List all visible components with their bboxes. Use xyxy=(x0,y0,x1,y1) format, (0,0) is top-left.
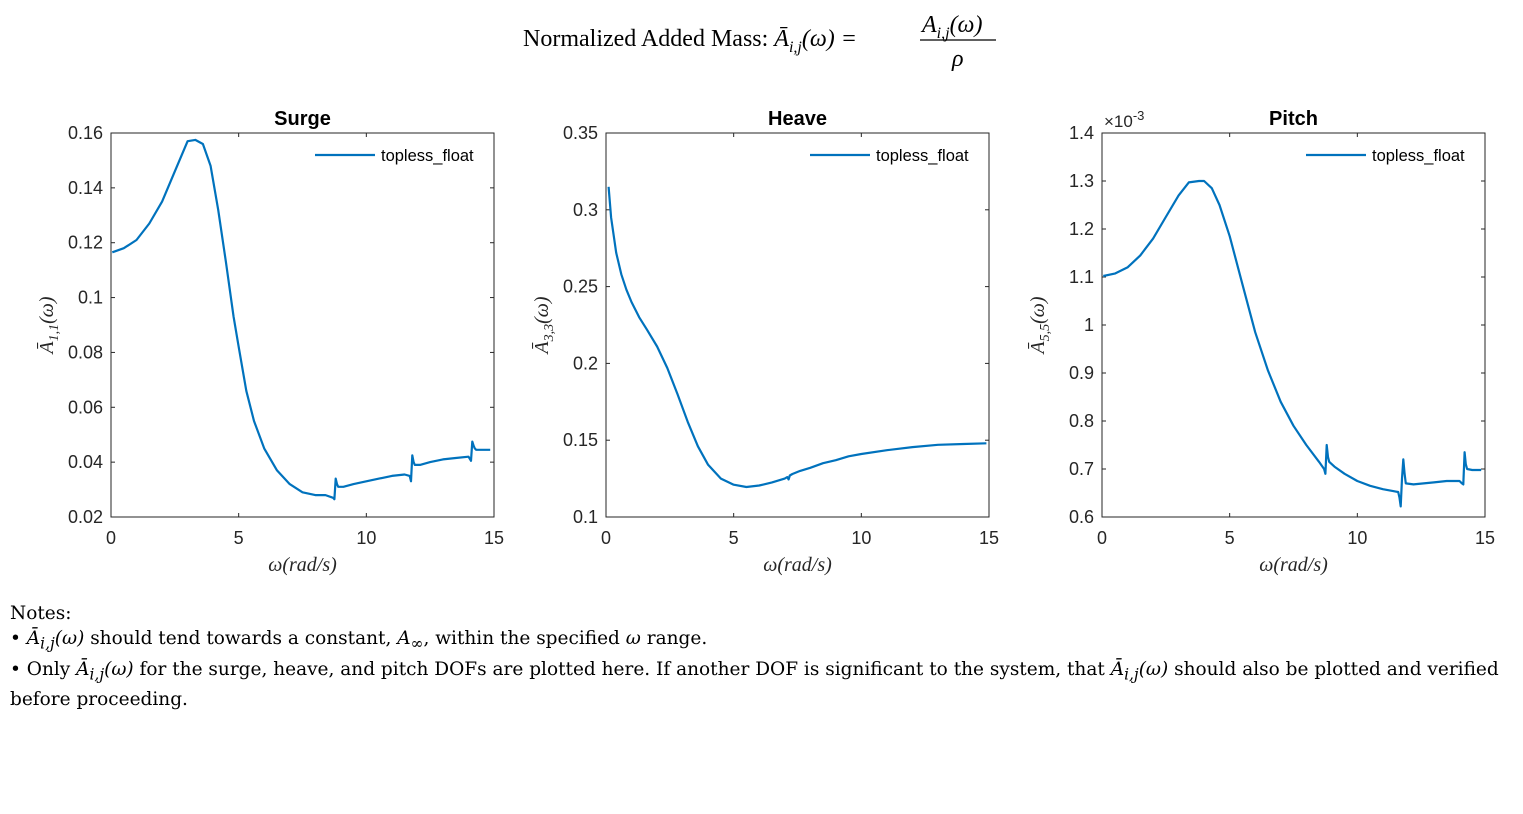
note-bullet-1: • Āi,j(ω) should tend towards a constant… xyxy=(10,628,708,653)
y-tick-label: 1 xyxy=(1084,315,1094,335)
figure-title-text: Normalized Added Mass: Āi,j(ω) = xyxy=(523,26,857,56)
x-tick-label: 15 xyxy=(484,528,504,548)
x-axis-label: ω(rad/s) xyxy=(268,554,337,576)
series-line-topless_float xyxy=(111,138,491,501)
x-tick-label: 10 xyxy=(356,528,376,548)
legend-label: topless_float xyxy=(876,147,969,165)
note-bullet-2: • Only Āi,j(ω) for the surge, heave, and… xyxy=(10,658,1499,711)
y-tick-label: 0.08 xyxy=(68,342,103,362)
notes: Notes: • Āi,j(ω) should tend towards a c… xyxy=(10,601,1500,712)
y-tick-label: 0.16 xyxy=(68,123,103,143)
y-tick-label: 0.15 xyxy=(563,430,598,450)
y-tick-label: 1.1 xyxy=(1069,267,1094,287)
surge-subplot: 0 5 10 15 0.02 0.04 0.06 0.08 0.1 0.12 0.14 0.16 Sur… xyxy=(36,108,504,576)
axes-box xyxy=(110,132,495,518)
figure-title-denominator: ρ xyxy=(951,46,964,72)
legend-label: topless_float xyxy=(1372,147,1465,165)
x-tick-label: 5 xyxy=(234,528,244,548)
y-tick-label: 0.04 xyxy=(68,452,103,472)
figure-title: Normalized Added Mass: Āi,j(ω) = Ai,j(ω)… xyxy=(523,12,996,72)
x-axis-label: ω(rad/s) xyxy=(1259,554,1328,576)
notes-heading: Notes: xyxy=(10,603,72,624)
y-tick-label: 0.2 xyxy=(573,353,598,373)
y-tick-label: 0.7 xyxy=(1069,459,1094,479)
y-tick-label: 0.06 xyxy=(68,397,103,417)
subplot-title: Heave xyxy=(768,108,827,130)
y-tick-label: 0.1 xyxy=(573,507,598,527)
legend-label: topless_float xyxy=(381,147,474,165)
series-line-topless_float xyxy=(607,186,987,489)
x-tick-label: 0 xyxy=(1097,528,1107,548)
y-tick-label: 0.25 xyxy=(563,277,598,297)
y-tick-label: 1.2 xyxy=(1069,219,1094,239)
axes-box xyxy=(1101,132,1486,518)
y-tick-label: 0.35 xyxy=(563,123,598,143)
x-tick-label: 0 xyxy=(601,528,611,548)
x-axis-label: ω(rad/s) xyxy=(763,554,832,576)
y-tick-label: 0.14 xyxy=(68,178,103,198)
y-tick-label: 0.02 xyxy=(68,507,103,527)
y-tick-label: 0.12 xyxy=(68,233,103,253)
y-tick-label: 0.3 xyxy=(573,200,598,220)
y-tick-label: 0.8 xyxy=(1069,411,1094,431)
y-tick-label: 1.4 xyxy=(1069,123,1094,143)
series-line-topless_float xyxy=(1103,179,1482,508)
y-tick-label: 0.9 xyxy=(1069,363,1094,383)
y-tick-label: 0.6 xyxy=(1069,507,1094,527)
axes-box xyxy=(605,132,990,518)
x-tick-label: 5 xyxy=(1225,528,1235,548)
y-tick-label: 0.1 xyxy=(78,288,103,308)
heave-subplot: 0 5 10 15 0.1 0.15 0.2 0.25 0.3 0.35 Heave ω(rad/s)… xyxy=(531,108,999,576)
figure-title-numerator: Ai,j(ω) xyxy=(920,12,983,42)
x-tick-label: 10 xyxy=(1347,528,1367,548)
x-tick-label: 10 xyxy=(851,528,871,548)
subplot-title: Pitch xyxy=(1269,108,1318,130)
x-tick-label: 15 xyxy=(1475,528,1495,548)
x-tick-label: 5 xyxy=(729,528,739,548)
pitch-subplot: 0 5 10 15 0.6 0.7 0.8 0.9 1 1.1 1.2 1.3 1.4 ×10-3 Pitc… xyxy=(1027,108,1495,576)
x-tick-label: 0 xyxy=(106,528,116,548)
y-exponent-label: ×10-3 xyxy=(1104,108,1144,131)
y-axis-label: Ā5,5(ω) xyxy=(1027,296,1053,356)
y-axis-label: Ā3,3(ω) xyxy=(531,296,557,356)
y-tick-label: 1.3 xyxy=(1069,171,1094,191)
x-tick-label: 15 xyxy=(979,528,999,548)
y-axis-label: Ā1,1(ω) xyxy=(36,296,62,356)
subplot-title: Surge xyxy=(274,108,331,130)
